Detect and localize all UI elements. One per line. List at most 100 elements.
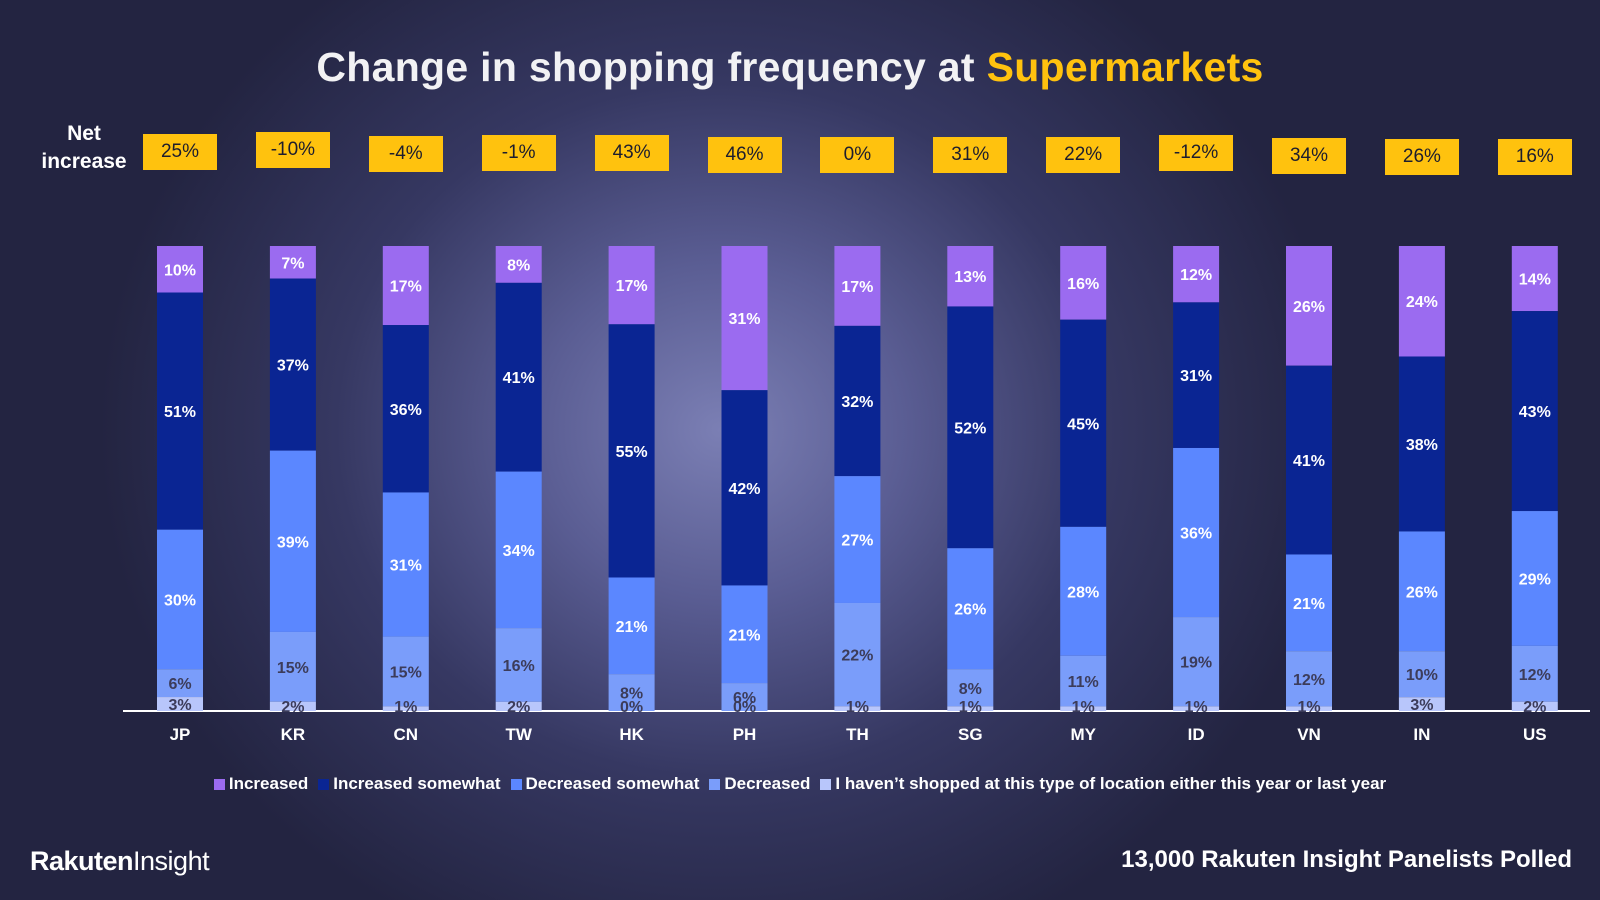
net-increase-cn: -4% [368, 136, 443, 172]
category-label-tw: TW [505, 725, 532, 744]
bar-segment-tw-1 [495, 246, 542, 283]
data-label-id-3: 36% [1180, 526, 1212, 543]
data-label-sg-3: 26% [954, 602, 986, 619]
data-label-jp-3: 30% [164, 592, 196, 609]
data-label-sg-4: 8% [959, 681, 982, 698]
legend-item-1: Increased [213, 774, 309, 794]
data-label-tw-1: 8% [507, 257, 530, 274]
bar-segment-vn-1 [1286, 246, 1332, 366]
chart-title: Change in shopping frequency at Supermar… [0, 44, 1580, 91]
bar-segment-kr-3 [269, 450, 316, 632]
bar-segment-id-5 [1173, 706, 1220, 711]
bar-segment-vn-2 [1286, 365, 1332, 555]
legend-item-2: Increased somewhat [318, 774, 501, 794]
bar-segment-kr-4 [269, 631, 316, 702]
bar-segment-in-3 [1398, 531, 1445, 652]
bar-segment-ph-4 [721, 683, 768, 711]
legend-swatch [318, 778, 330, 790]
bar-segment-in-2 [1398, 356, 1445, 532]
data-label-hk-2: 55% [616, 444, 648, 461]
category-label-in: IN [1413, 725, 1430, 744]
data-label-cn-2: 36% [390, 402, 422, 419]
bar-segment-ph-3 [721, 585, 768, 684]
bar-segment-id-4 [1173, 617, 1220, 707]
data-label-kr-5: 2% [281, 699, 304, 716]
bar-segment-th-5 [834, 706, 881, 711]
bar-segment-in-4 [1398, 651, 1445, 698]
category-label-my: MY [1070, 725, 1096, 744]
legend-label: Increased [228, 774, 309, 793]
bar-segment-th-1 [834, 246, 881, 326]
net-increase-vn: 34% [1272, 138, 1346, 174]
data-label-cn-1: 17% [390, 279, 422, 296]
bar-segment-vn-4 [1286, 651, 1332, 707]
data-label-sg-2: 52% [954, 420, 986, 437]
data-label-id-5: 1% [1185, 699, 1208, 716]
data-label-tw-5: 2% [507, 699, 530, 716]
bar-segment-my-1 [1060, 246, 1107, 320]
data-label-jp-1: 10% [164, 262, 196, 279]
bar-segment-kr-5 [269, 701, 316, 711]
net-increase-hk: 43% [594, 135, 669, 171]
bar-segment-sg-1 [947, 246, 994, 307]
category-label-id: ID [1188, 725, 1205, 744]
bar-segment-sg-3 [947, 548, 994, 670]
category-label-us: US [1523, 725, 1547, 744]
category-label-cn: CN [394, 725, 419, 744]
bar-segment-us-5 [1511, 701, 1558, 711]
bar-segment-vn-3 [1286, 554, 1332, 652]
data-label-jp-4: 6% [168, 676, 191, 693]
net-increase-jp: 25% [143, 134, 217, 170]
net-increase-label: Net increase [41, 122, 127, 173]
legend-item-4: Decreased [709, 774, 810, 794]
title-highlight: Supermarkets [986, 44, 1264, 90]
bar-segment-sg-2 [947, 306, 994, 549]
bar-segment-my-2 [1060, 319, 1107, 527]
data-label-id-1: 12% [1180, 267, 1212, 284]
legend-swatch [709, 778, 721, 790]
chart-legend: Increased Increased somewhat Decreased som… [0, 774, 1600, 794]
data-label-ph-5: 0% [733, 699, 756, 716]
data-label-in-3: 26% [1406, 584, 1438, 601]
data-label-vn-1: 26% [1293, 299, 1325, 316]
bar-segment-us-1 [1511, 246, 1558, 312]
net-increase-ph: 46% [707, 137, 782, 173]
legend-item-3: Decreased somewhat [510, 774, 700, 794]
data-label-hk-4: 8% [620, 686, 643, 703]
data-label-vn-2: 41% [1293, 453, 1325, 470]
rakuten-insight-logo: RakutenInsight [30, 846, 210, 877]
data-label-kr-2: 37% [277, 358, 309, 375]
legend-swatch [213, 778, 225, 790]
bar-segment-hk-1 [608, 246, 655, 325]
data-label-jp-5: 3% [168, 697, 191, 714]
data-label-cn-3: 31% [390, 558, 422, 575]
bar-segment-cn-3 [382, 492, 429, 637]
bar-segment-th-4 [834, 602, 881, 707]
data-label-jp-2: 51% [164, 404, 196, 421]
bar-segment-jp-4 [157, 669, 203, 698]
data-label-hk-1: 17% [616, 278, 648, 295]
data-label-hk-5: 0% [620, 699, 643, 716]
net-increase-sg: 31% [933, 137, 1008, 173]
bar-segment-jp-5 [157, 697, 203, 711]
net-increase-th: 0% [820, 137, 895, 173]
data-label-ph-2: 42% [728, 481, 760, 498]
data-label-in-2: 38% [1406, 437, 1438, 454]
bar-segment-us-2 [1511, 311, 1558, 512]
data-label-us-3: 29% [1519, 571, 1551, 588]
net-increase-my: 22% [1046, 137, 1121, 173]
data-label-cn-4: 15% [390, 664, 422, 681]
data-label-tw-3: 34% [503, 543, 535, 560]
bar-segment-my-5 [1060, 706, 1107, 711]
data-label-us-5: 2% [1523, 699, 1546, 716]
data-label-in-5: 3% [1410, 697, 1433, 714]
data-label-kr-4: 15% [277, 660, 309, 677]
data-label-sg-1: 13% [954, 269, 986, 286]
legend-item-5: I haven’t shopped at this type of locati… [820, 774, 1386, 794]
brand-bold: Rakuten [30, 846, 134, 876]
legend-label: Decreased somewhat [525, 774, 700, 793]
data-label-my-5: 1% [1072, 699, 1095, 716]
data-label-id-4: 19% [1180, 655, 1212, 672]
net-increase-kr: -10% [255, 132, 330, 168]
data-label-th-3: 27% [841, 533, 873, 550]
